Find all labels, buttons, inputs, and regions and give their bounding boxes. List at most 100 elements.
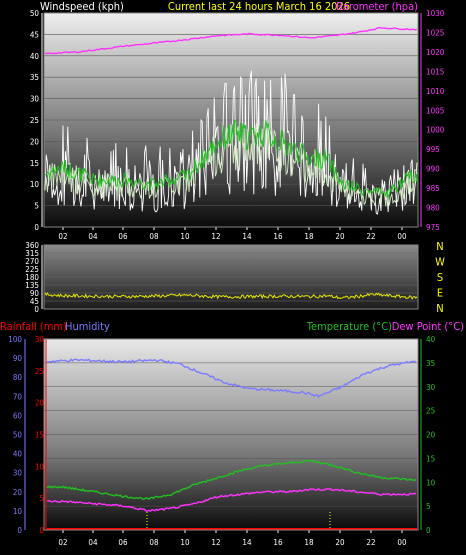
compass-label: S [437, 271, 443, 284]
wind-y-tick-label: 40 [30, 52, 40, 61]
direction-y-tick-label: 315 [25, 249, 39, 258]
barometer-line [44, 26, 418, 55]
wind-x-tick-label: 06 [118, 232, 128, 241]
temperature-x-tick-label: 12 [211, 538, 220, 547]
wind-y-tick-label: 10 [30, 180, 40, 189]
wind-x-tick-label: 18 [304, 232, 314, 241]
wind-y-tick-label: 15 [30, 159, 39, 168]
wind-panel-frame [43, 12, 419, 228]
barometer-y-tick-label: 980 [426, 204, 440, 213]
compass-label: N [436, 302, 443, 315]
humidity-y-tick-label: 60 [13, 411, 23, 420]
barometer-y-tick-label: 1015 [426, 67, 444, 76]
compass-label: E [437, 287, 443, 300]
wind-y-tick-label: 0 [34, 223, 39, 232]
humidity-label: Humidity [65, 320, 110, 333]
humidity-y-tick-label: 100 [8, 335, 22, 344]
temperature-x-tick-label: 08 [149, 538, 159, 547]
wind-y-tick-label: 30 [30, 95, 40, 104]
dewpoint-line [46, 487, 417, 513]
chart-title: Current last 24 hours March 16 2026 [168, 0, 350, 13]
temperature-panel-frame [43, 338, 419, 531]
wind-y-tick-label: 45 [30, 30, 39, 39]
temperature-x-tick-label: 00 [397, 538, 407, 547]
temperature-label: Temperature (°C) [306, 320, 392, 333]
wind-y-tick-label: 20 [30, 137, 40, 146]
wind-x-tick-label: 14 [242, 232, 252, 241]
wind-x-tick-label: 20 [335, 232, 345, 241]
wind-average-line [44, 119, 418, 200]
barometer-title: Barometer (hpa) [336, 0, 418, 13]
barometer-y-tick-label: 1000 [426, 126, 445, 135]
temperature-y-tick-label: 35 [426, 359, 435, 368]
humidity-y-tick-label: 50 [13, 431, 23, 440]
humidity-y-tick-label: 20 [13, 488, 23, 497]
temperature-x-tick-label: 14 [242, 538, 252, 547]
temperature-x-tick-label: 10 [180, 538, 190, 547]
temperature-x-tick-label: 18 [304, 538, 314, 547]
rainfall-y-tick-label: 0 [39, 526, 44, 535]
wind-x-tick-label: 12 [211, 232, 220, 241]
direction-y-tick-label: 270 [25, 257, 39, 266]
barometer-y-tick-label: 1005 [426, 106, 444, 115]
rainfall-y-tick-label: 30 [35, 335, 45, 344]
direction-y-tick-label: 135 [25, 281, 39, 290]
compass-label: W [435, 256, 445, 269]
barometer-y-tick-label: 1025 [426, 28, 444, 37]
humidity-y-tick-label: 40 [13, 450, 23, 459]
direction-y-tick-label: 45 [30, 297, 39, 306]
wind-y-tick-label: 50 [30, 9, 40, 18]
temperature-x-tick-label: 02 [58, 538, 67, 547]
temperature-x-tick-label: 04 [88, 538, 98, 547]
temperature-y-tick-label: 15 [426, 454, 435, 463]
wind-y-tick-label: 35 [30, 73, 39, 82]
wind-x-tick-label: 02 [58, 232, 67, 241]
temperature-y-tick-label: 5 [426, 502, 431, 511]
wind-y-tick-label: 25 [30, 116, 39, 125]
rainfall-y-tick-label: 20 [35, 399, 45, 408]
direction-y-tick-label: 360 [25, 241, 39, 250]
wind-x-tick-label: 00 [397, 232, 407, 241]
barometer-y-tick-label: 995 [426, 145, 440, 154]
barometer-y-tick-label: 1020 [426, 48, 445, 57]
temperature-y-tick-label: 10 [426, 478, 436, 487]
wind-x-tick-label: 04 [88, 232, 98, 241]
wind-x-tick-label: 08 [149, 232, 159, 241]
compass-label: N [436, 240, 443, 253]
direction-y-tick-label: 90 [30, 289, 40, 298]
humidity-y-tick-label: 10 [13, 507, 23, 516]
windspeed-title: Windspeed (kph) [40, 0, 124, 13]
wind-x-tick-label: 16 [273, 232, 283, 241]
barometer-y-tick-label: 975 [426, 223, 440, 232]
barometer-y-tick-label: 1010 [426, 87, 445, 96]
temperature-y-tick-label: 0 [426, 526, 431, 535]
wind-x-tick-label: 22 [366, 232, 375, 241]
humidity-line [46, 358, 417, 399]
wind-average-light-line [44, 123, 418, 207]
temperature-x-tick-label: 20 [335, 538, 345, 547]
direction-panel-frame [43, 244, 419, 310]
dewpoint-label: Dew Point (°C) [392, 320, 464, 333]
humidity-y-tick-label: 70 [13, 392, 23, 401]
temperature-x-tick-label: 06 [118, 538, 128, 547]
temperature-x-tick-label: 16 [273, 538, 283, 547]
barometer-y-tick-label: 990 [426, 165, 440, 174]
humidity-y-tick-label: 80 [13, 373, 23, 382]
temperature-y-tick-label: 20 [426, 431, 436, 440]
temperature-y-tick-label: 30 [426, 383, 436, 392]
rainfall-y-tick-label: 10 [35, 462, 45, 471]
temperature-line [46, 459, 417, 501]
rainfall-y-tick-label: 5 [39, 494, 44, 503]
wind-direction-line [44, 291, 418, 300]
direction-y-tick-label: 225 [25, 265, 39, 274]
humidity-y-tick-label: 90 [13, 354, 23, 363]
barometer-y-tick-label: 1030 [426, 9, 445, 18]
temperature-y-tick-label: 40 [426, 335, 436, 344]
wind-y-tick-label: 5 [34, 202, 39, 211]
wind-x-tick-label: 10 [180, 232, 190, 241]
barometer-y-tick-label: 985 [426, 184, 440, 193]
temperature-y-tick-label: 25 [426, 407, 435, 416]
humidity-y-tick-label: 30 [13, 469, 23, 478]
rainfall-label: Rainfall (mm) [0, 320, 67, 333]
